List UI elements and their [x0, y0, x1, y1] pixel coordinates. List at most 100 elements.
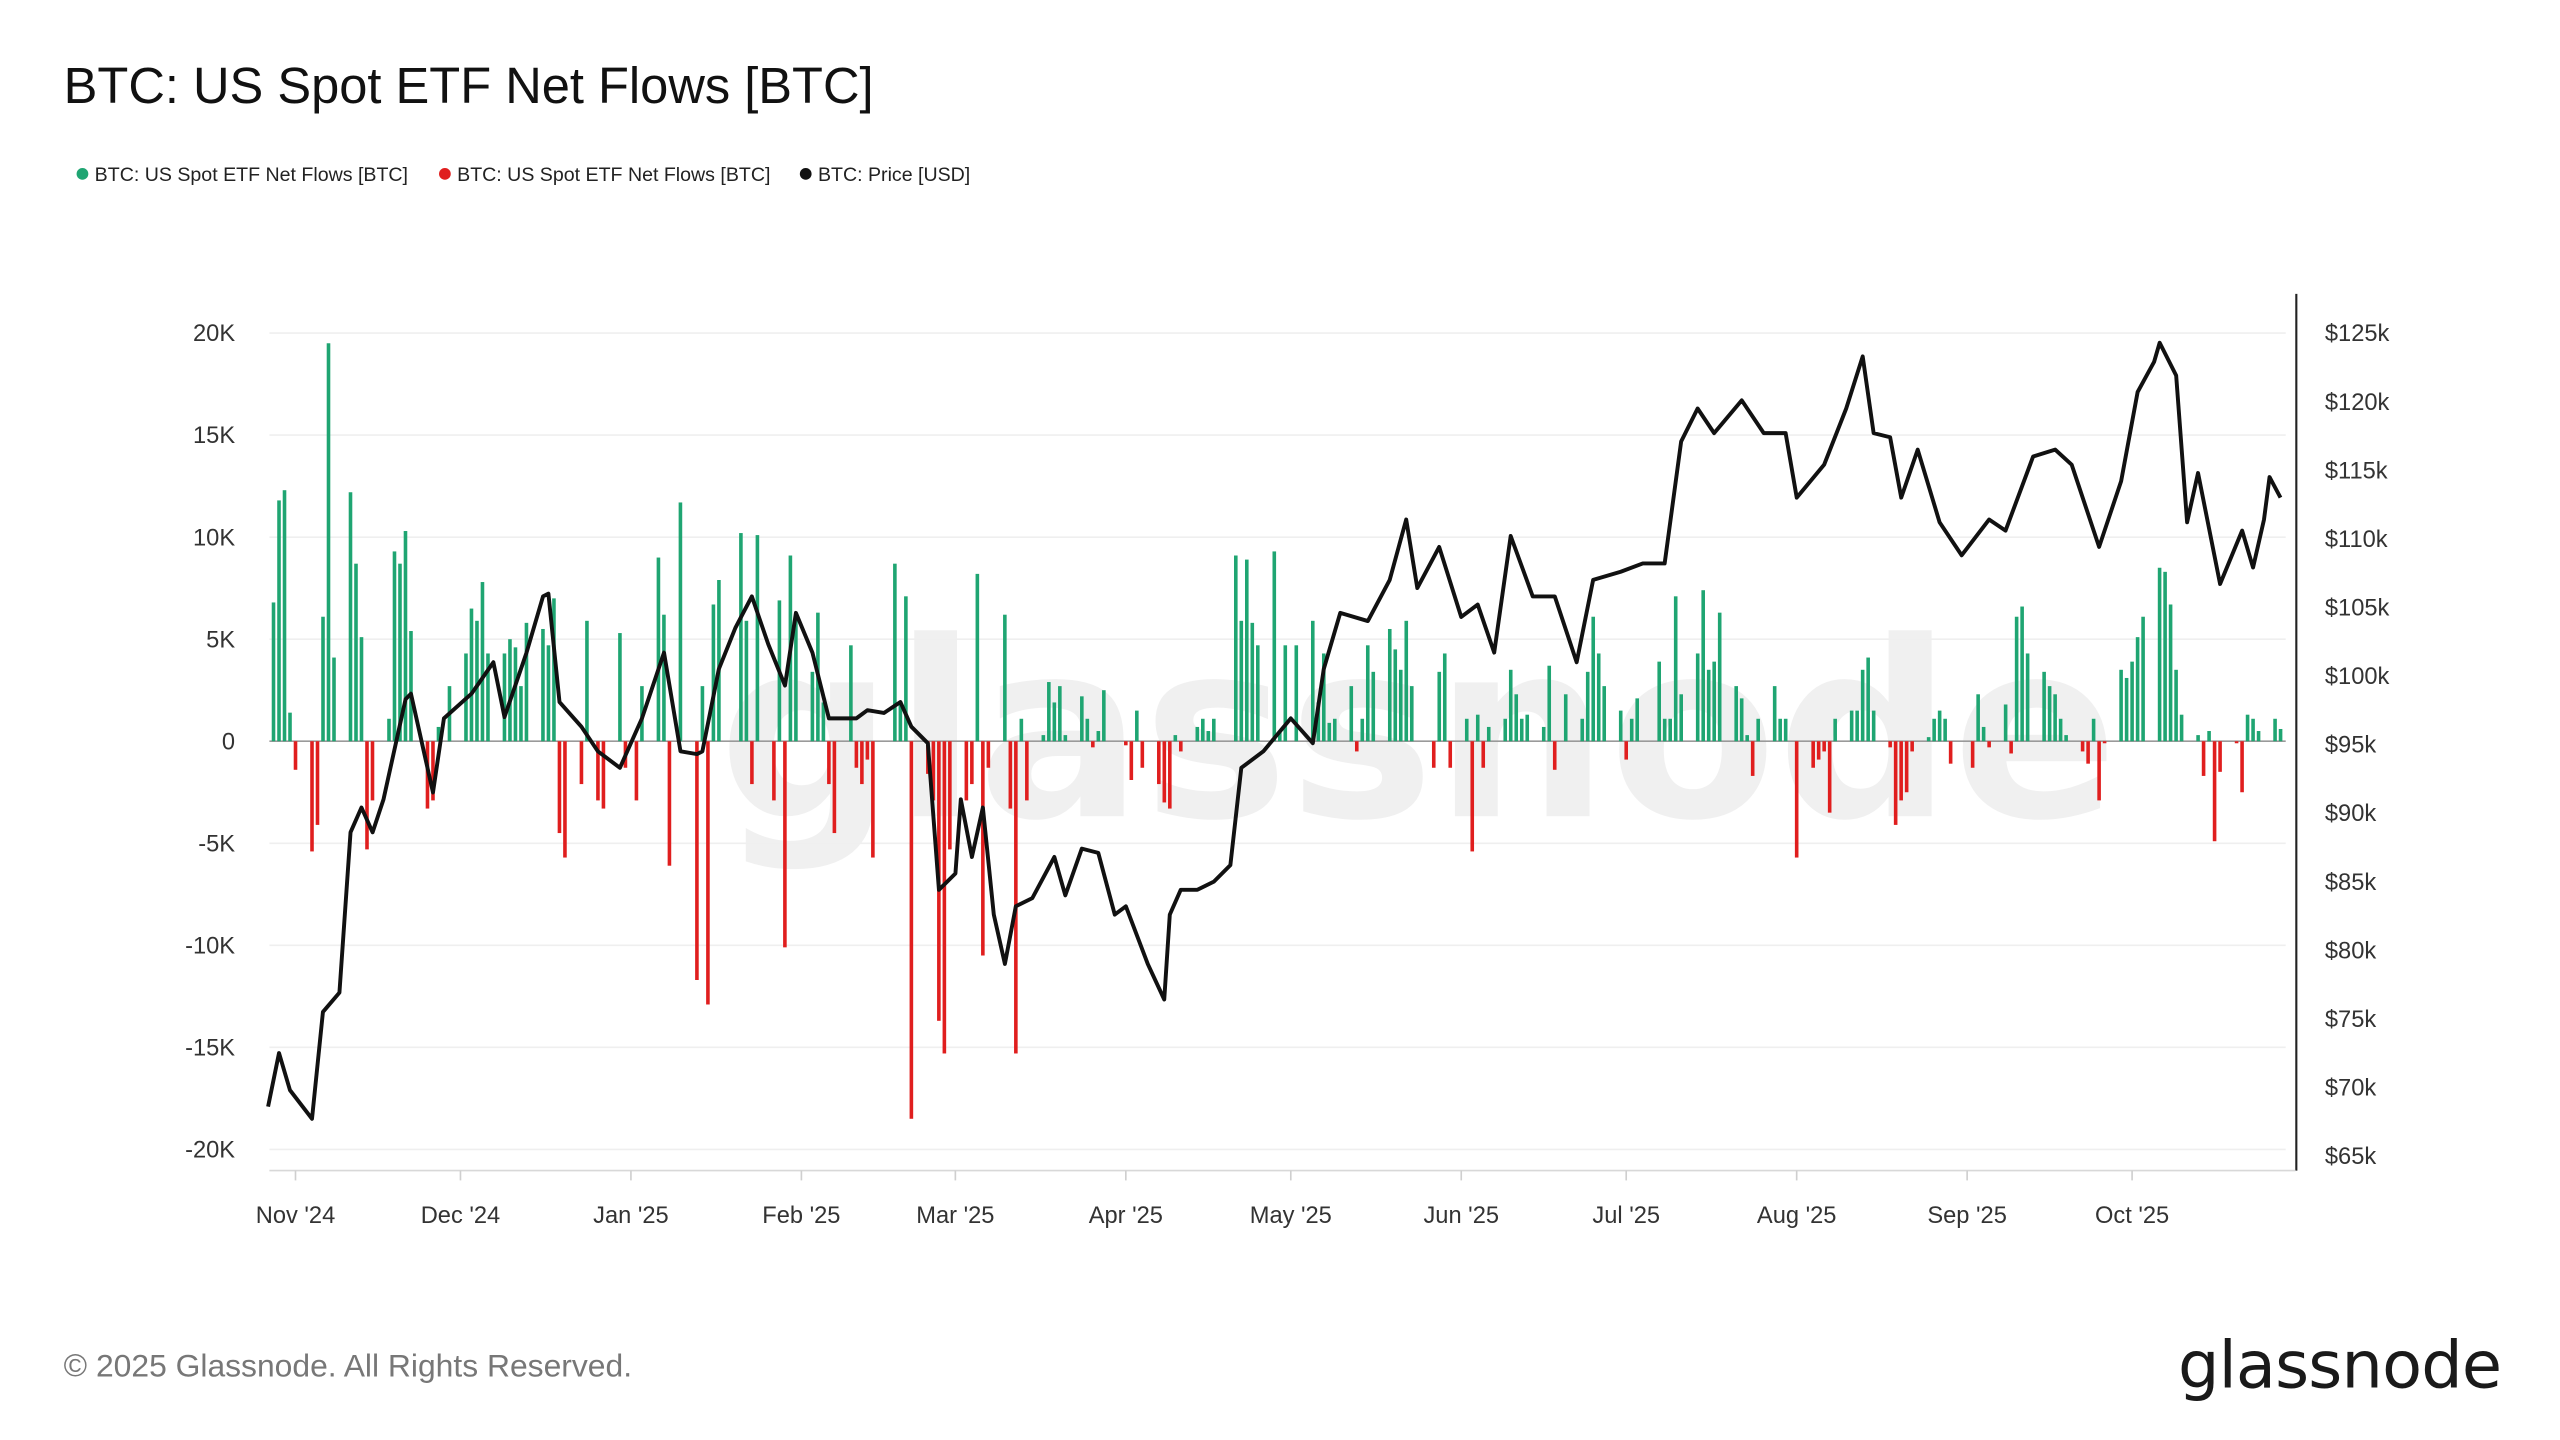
outflow-bar: [865, 741, 870, 760]
inflow-bar: [1937, 710, 1942, 742]
outflow-bar: [827, 741, 831, 785]
outflow-bar: [557, 741, 562, 834]
inflow-bar: [1695, 653, 1700, 742]
inflow-bar: [1981, 726, 1986, 742]
outflow-bar: [970, 741, 974, 785]
outflow-bar: [634, 741, 639, 801]
inflow-bar: [1404, 620, 1409, 742]
inflow-bar: [2245, 714, 2250, 742]
inflow-bar: [662, 614, 666, 742]
inflow-bar: [1245, 559, 1249, 742]
inflow-bar: [1585, 671, 1590, 742]
inflow-bar: [1772, 686, 1777, 742]
inflow-bar: [1734, 686, 1738, 742]
inflow-bar: [1849, 710, 1854, 742]
outflow-bar: [2212, 741, 2217, 842]
outflow-bar: [2234, 741, 2239, 744]
inflow-bar: [1206, 731, 1211, 742]
inflow-bar: [2207, 731, 2211, 742]
inflow-bar: [1332, 718, 1337, 742]
inflow-bar: [794, 612, 798, 742]
outflow-bar: [596, 741, 600, 801]
outflow-bar: [1811, 741, 1815, 768]
inflow-bar: [1778, 718, 1782, 742]
x-tick-label: Dec '24: [421, 1203, 500, 1229]
inflow-bar: [2251, 718, 2255, 742]
inflow-bar: [1360, 718, 1365, 742]
x-tick-label: Apr '25: [1089, 1203, 1163, 1229]
outflow-bar: [365, 741, 369, 850]
outflow-bar: [1970, 741, 1975, 768]
inflow-bar: [1525, 714, 1530, 742]
inflow-bar: [282, 490, 287, 742]
inflow-bar: [1547, 665, 1552, 742]
inflow-bar: [1102, 690, 1106, 742]
outflow-bar: [1168, 741, 1172, 809]
inflow-bar: [332, 657, 336, 742]
legend-item-inflows[interactable]: BTC: US Spot ETF Net Flows [BTC]: [76, 164, 408, 186]
outflow-bar: [1910, 741, 1914, 752]
outflow-bar: [2086, 741, 2090, 764]
inflow-bar: [524, 622, 529, 742]
inflow-bar: [1173, 735, 1178, 742]
outflow-bar: [942, 741, 947, 1054]
inflow-bar: [546, 645, 551, 742]
outflow-bar: [1987, 741, 1991, 748]
y-left-tick-label: -20K: [185, 1138, 235, 1164]
inflow-bar: [1272, 551, 1277, 742]
inflow-bar: [1041, 735, 1046, 742]
inflow-bar: [2020, 606, 2024, 742]
inflow-bar: [1047, 682, 1051, 742]
outflow-bar: [1816, 741, 1821, 760]
outflow-bar: [1904, 741, 1909, 793]
inflow-bar: [1283, 645, 1288, 742]
outflow-bar: [1794, 741, 1799, 858]
outflow-bar: [750, 741, 754, 785]
outflow-bar: [370, 741, 375, 801]
y-right-tick-label: $110k: [2325, 527, 2388, 553]
inflow-bar: [656, 557, 661, 742]
y-right-tick-label: $120k: [2325, 390, 2390, 416]
x-axis: Nov '24 Dec '24 Jan '25 Feb '25 Mar '25 Apr '…: [256, 1169, 2296, 1229]
inflow-bar: [893, 563, 897, 742]
inflow-bar: [1745, 735, 1749, 742]
inflow-bar: [904, 596, 908, 742]
outflow-bar: [981, 741, 985, 956]
outflow-bar: [964, 741, 969, 801]
inflow-bar: [392, 551, 397, 742]
inflow-bar: [1096, 731, 1101, 742]
legend-item-price[interactable]: BTC: Price [USD]: [799, 164, 970, 186]
x-tick-label: Mar '25: [916, 1203, 994, 1229]
inflow-bar: [1058, 686, 1062, 742]
inflow-bar: [326, 343, 331, 742]
y-axis-right: $125k $120k $115k $110k $105k $100k $95k $90k $8…: [2295, 293, 2390, 1171]
inflow-bar: [1932, 718, 1936, 742]
outflow-bar: [2218, 741, 2222, 772]
inflow-bar: [1019, 718, 1024, 742]
legend-item-outflows[interactable]: BTC: US Spot ETF Net Flows [BTC]: [439, 164, 770, 186]
outflow-bar: [1888, 741, 1892, 748]
inflow-bar: [1003, 614, 1007, 742]
inflow-bar: [2047, 686, 2052, 742]
x-tick-label: Oct '25: [2095, 1203, 2169, 1229]
inflow-bar: [1976, 694, 1980, 742]
outflow-bar: [1140, 741, 1145, 768]
inflow-bar: [1250, 622, 1255, 742]
inflow-bar: [2256, 731, 2261, 742]
inflow-bar: [1316, 702, 1321, 742]
y-left-tick-label: 10K: [193, 525, 235, 551]
outflow-bar: [871, 741, 875, 858]
inflow-bar: [1701, 590, 1705, 742]
outflow-bar: [948, 741, 952, 850]
outflow-bar: [667, 741, 672, 866]
y-left-tick-label: 15K: [193, 423, 235, 449]
y-right-tick-label: $105k: [2325, 596, 2390, 622]
inflow-bar: [321, 616, 325, 742]
inflow-bar: [277, 500, 281, 742]
inflow-bar: [1085, 718, 1090, 742]
outflow-bar: [1014, 741, 1018, 1054]
inflow-bar: [2168, 604, 2173, 742]
inflow-bar: [486, 653, 490, 742]
glassnode-logo[interactable]: glassnode: [2178, 1328, 2502, 1404]
inflow-bar: [271, 602, 276, 742]
